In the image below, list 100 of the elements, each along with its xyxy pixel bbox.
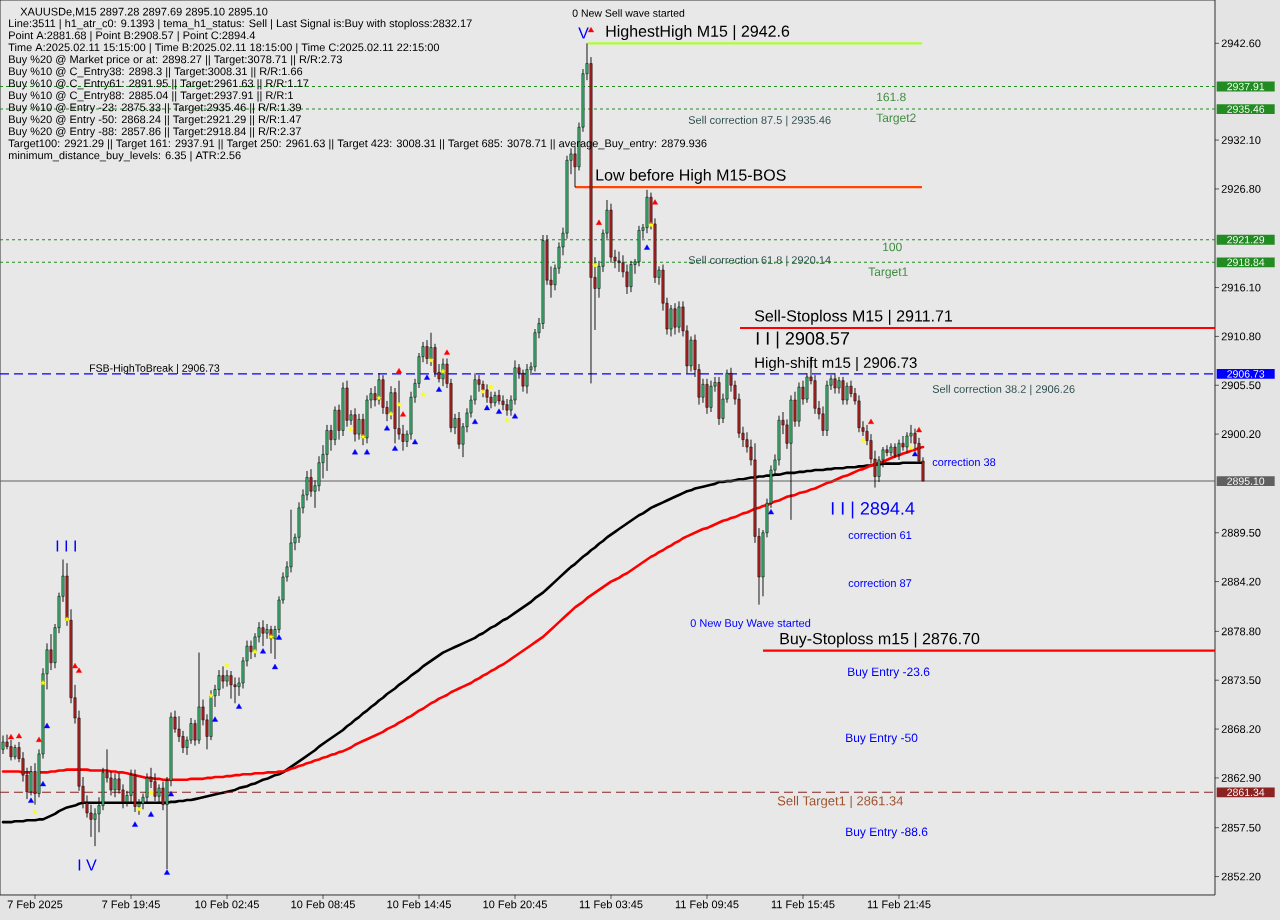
candlestick [889, 442, 893, 457]
annotation: Target2 [876, 113, 916, 125]
candlestick [29, 765, 33, 796]
annotation: Buy Entry -88.6 [846, 827, 928, 839]
y-tick-label: 2905.50 [1221, 381, 1261, 390]
point [208, 693, 214, 699]
point [32, 809, 38, 815]
candlestick [705, 378, 709, 415]
annotation: 100 [883, 242, 902, 252]
point [916, 427, 922, 433]
y-tick-label: 2910.80 [1221, 332, 1261, 341]
candlestick [221, 665, 225, 689]
point [260, 648, 266, 654]
point [768, 509, 774, 515]
ref-line-label: Buy-Stoploss m15 | 2876.70 [780, 632, 980, 648]
point [132, 821, 138, 827]
annotation: I I | 2908.57 [756, 331, 850, 349]
annotation: Buy %20 @ Entry -50: 2868.24 || Target:2921.29 || R/R:1.47 [9, 115, 301, 126]
candlestick [249, 640, 253, 660]
point [36, 736, 42, 742]
y-tick-label: 2857.50 [1221, 823, 1261, 832]
y-tick-label: 2862.90 [1221, 774, 1261, 782]
candlestick [353, 407, 357, 442]
x-tick-label: 7 Feb 2025 [7, 900, 63, 909]
annotation: Buy %10 @ C_Entry61: 2891.95 || Target:2961.63 || R/R:1.17 [9, 79, 309, 90]
candlestick [901, 435, 905, 452]
point [212, 716, 218, 722]
candlestick [485, 383, 489, 404]
point [488, 384, 494, 390]
x-tick-label: 10 Feb 08:45 [291, 900, 355, 909]
ref-line-label: 2895.10 [1227, 477, 1265, 485]
point [400, 411, 406, 417]
annotation: Buy Entry -23.6 [848, 667, 930, 679]
ref-line-label: 2906.73 [1227, 370, 1265, 378]
annotation: Buy %10 @ C_Entry38: 2898.3 || Target:3008.31 || R/R:1.66 [9, 67, 303, 78]
annotation: High-shift m15 | 2906.73 [755, 356, 917, 372]
point [436, 386, 442, 392]
annotation: correction 87 [848, 578, 912, 588]
annotation: FSB-HighToBreak | 2906.73 [90, 364, 220, 374]
candlestick [893, 442, 897, 459]
point [908, 445, 914, 451]
y-tick-label: 2942.60 [1221, 39, 1261, 48]
candlestick [677, 300, 681, 334]
candlestick [669, 304, 673, 337]
annotation: Sell correction 87.5 | 2935.46 [688, 115, 831, 127]
point [424, 374, 430, 380]
x-tick-label: 10 Feb 20:45 [483, 900, 547, 909]
ref-line-label: Sell-Stoploss M15 | 2911.71 [754, 309, 953, 325]
annotation: Sell Target1 | 2861.34 [777, 795, 904, 809]
annotation: I I | 2894.4 [831, 501, 915, 519]
point [420, 391, 426, 397]
candlestick [261, 619, 265, 647]
point [860, 437, 866, 443]
x-tick-label: 11 Feb 21:45 [867, 900, 931, 909]
annotation: Time A:2025.02.11 15:15:00 | Time B:2025.02.11 18:15:00 | Time C:2025.02.11 22:15:00 [8, 43, 440, 54]
point [388, 411, 394, 417]
x-tick-label: 7 Feb 19:45 [102, 900, 160, 909]
point [592, 262, 598, 268]
ref-line-label: 2918.84 [1227, 258, 1265, 267]
point [652, 199, 658, 205]
ref-line-label: 2937.91 [1227, 82, 1265, 91]
point [376, 395, 382, 401]
y-tick-label: 2916.10 [1221, 283, 1261, 292]
point [352, 449, 358, 455]
candlestick [113, 772, 117, 798]
y-tick-label: 2868.20 [1221, 725, 1261, 733]
annotation: Target1 [868, 267, 908, 279]
annotation: 0 New Buy Wave started [690, 618, 811, 630]
point [268, 634, 274, 640]
annotation: 161.8 [877, 92, 906, 102]
annotation: minimum_distance_buy_levels: 6.35 | ATR:2.56 [8, 151, 241, 162]
annotation: I I I [56, 540, 76, 552]
y-tick-label: 2873.50 [1221, 676, 1261, 685]
candlestick [265, 623, 269, 640]
candlestick [845, 382, 849, 406]
annotation: Buy %10 @ C_Entry88: 2885.04 || Target:2937.91 || R/R:1 [9, 91, 293, 102]
x-tick-label: 10 Feb 02:45 [195, 900, 259, 909]
point [40, 680, 46, 686]
y-tick-label: 2852.20 [1221, 872, 1261, 881]
point [472, 418, 478, 424]
annotation: Buy Entry -50 [846, 733, 918, 745]
x-tick-label: 11 Feb 03:45 [579, 900, 643, 909]
point [148, 811, 154, 817]
candlestick [153, 772, 157, 802]
y-tick-label: 2889.50 [1221, 528, 1261, 537]
point [644, 244, 650, 250]
point [72, 662, 78, 669]
ref-line-label: Low before High M15-BOS [596, 168, 786, 184]
point [396, 401, 402, 407]
annotation: correction 61 [848, 530, 912, 540]
point [512, 413, 518, 419]
point [168, 791, 174, 797]
point [440, 368, 446, 374]
point [136, 806, 142, 812]
candlestick [833, 372, 837, 395]
point [868, 418, 874, 424]
candlestick [709, 380, 713, 413]
candlestick [129, 769, 133, 804]
candlestick [885, 444, 889, 457]
point [484, 404, 490, 411]
